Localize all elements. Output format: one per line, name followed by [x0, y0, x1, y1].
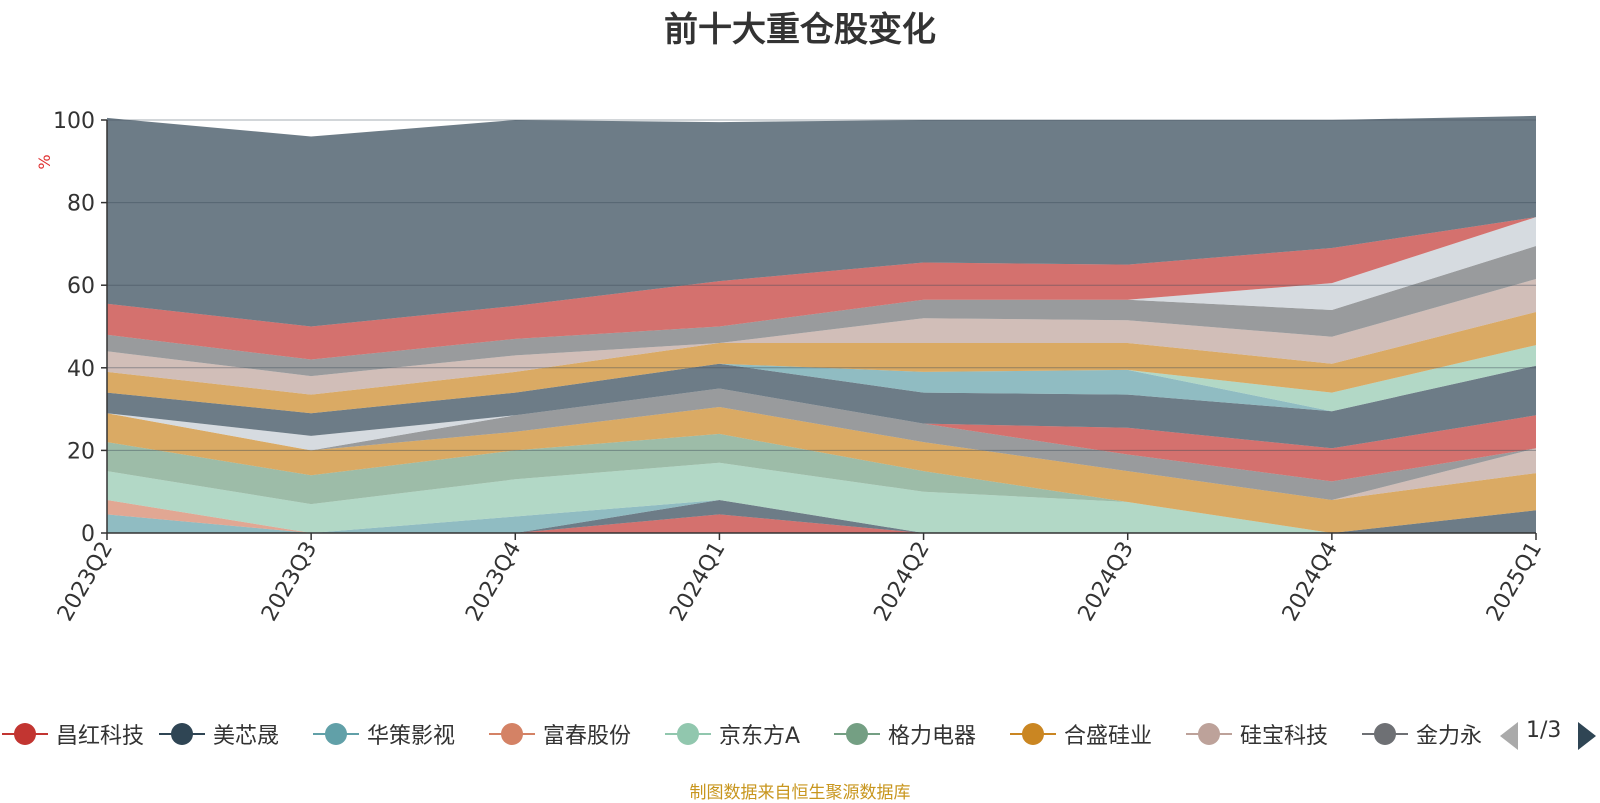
- area-series-16: [107, 279, 1536, 395]
- area-series-7: [107, 407, 1536, 500]
- x-tick-label: 2024Q2: [869, 538, 934, 626]
- area-series-12: [107, 363, 1536, 449]
- area-series-20: [107, 115, 1536, 327]
- area-series-layer: [107, 115, 1536, 533]
- x-tick-label: 2024Q4: [1278, 538, 1343, 626]
- y-axis-label: %: [35, 154, 54, 169]
- legend-item[interactable]: 金力永磁: [1362, 714, 1482, 754]
- grid-layer: [107, 119, 1536, 451]
- legend-marker-icon: [665, 722, 711, 746]
- y-tick-label: 40: [67, 357, 95, 382]
- legend-items: 昌红科技 美芯晟 华策影视 富春股份 京东方A 格力电器 合盛硅业 硅宝科技 金力永磁: [0, 714, 1482, 754]
- legend-marker-icon: [1362, 722, 1408, 746]
- legend-label: 华策影视: [367, 724, 456, 749]
- legend-item[interactable]: 京东方A: [665, 714, 800, 754]
- data-source-note: 制图数据来自恒生聚源数据库: [689, 783, 911, 803]
- area-series-6: [107, 407, 1536, 533]
- legend-marker-icon: [1186, 722, 1232, 746]
- legend-next-page-icon[interactable]: [1578, 722, 1596, 750]
- legend-item[interactable]: 合盛硅业: [1010, 714, 1152, 754]
- x-tick-label: 2024Q1: [665, 538, 730, 626]
- legend-item[interactable]: 硅宝科技: [1186, 714, 1328, 754]
- y-tick-label: 100: [53, 109, 95, 134]
- legend-label: 合盛硅业: [1064, 724, 1153, 749]
- y-tick-label: 20: [67, 439, 95, 464]
- x-tick-label: 2023Q3: [257, 538, 322, 626]
- legend-label: 昌红科技: [56, 724, 145, 749]
- x-tick-label: 2025Q1: [1482, 538, 1547, 626]
- chart-title: 前十大重仓股变化: [664, 10, 936, 50]
- legend-item[interactable]: 美芯晟: [159, 714, 279, 754]
- area-series-17: [107, 246, 1536, 377]
- area-series-5: [107, 433, 1536, 533]
- legend-marker-icon: [834, 722, 880, 746]
- area-series-15: [107, 312, 1536, 414]
- legend: 昌红科技 美芯晟 华策影视 富春股份 京东方A 格力电器 合盛硅业 硅宝科技 金力永磁 1/3: [0, 714, 1600, 754]
- legend-label: 硅宝科技: [1240, 724, 1329, 749]
- legend-label: 京东方A: [719, 724, 801, 749]
- legend-marker-icon: [159, 722, 205, 746]
- area-series-19: [107, 217, 1536, 360]
- legend-marker-icon: [489, 722, 535, 746]
- legend-marker-icon: [2, 722, 48, 746]
- area-series-2: [107, 500, 1536, 533]
- area-series-8: [107, 388, 1536, 500]
- x-tick-label: 2023Q2: [53, 538, 118, 626]
- area-series-13: [107, 363, 1536, 414]
- legend-item[interactable]: 华策影视: [313, 714, 455, 754]
- legend-marker-icon: [1010, 722, 1056, 746]
- y-tick-label: 0: [81, 522, 95, 547]
- y-tick-label: 80: [67, 192, 95, 217]
- x-tick-label: 2023Q4: [461, 538, 526, 626]
- area-series-11: [107, 388, 1536, 482]
- legend-marker-icon: [313, 722, 359, 746]
- legend-prev-page-icon[interactable]: [1500, 722, 1518, 750]
- legend-item[interactable]: 格力电器: [834, 714, 976, 754]
- legend-item[interactable]: 昌红科技: [2, 714, 144, 754]
- legend-label: 美芯晟: [213, 724, 280, 749]
- legend-item[interactable]: 富春股份: [489, 714, 631, 754]
- x-tick-label: 2024Q3: [1074, 538, 1139, 626]
- area-series-4: [107, 462, 1536, 533]
- y-tick-label: 60: [67, 274, 95, 299]
- legend-label: 金力永磁: [1416, 724, 1482, 749]
- area-series-10: [107, 388, 1536, 482]
- legend-page-indicator: 1/3: [1526, 718, 1562, 743]
- legend-label: 富春股份: [543, 724, 632, 749]
- legend-label: 格力电器: [888, 724, 977, 749]
